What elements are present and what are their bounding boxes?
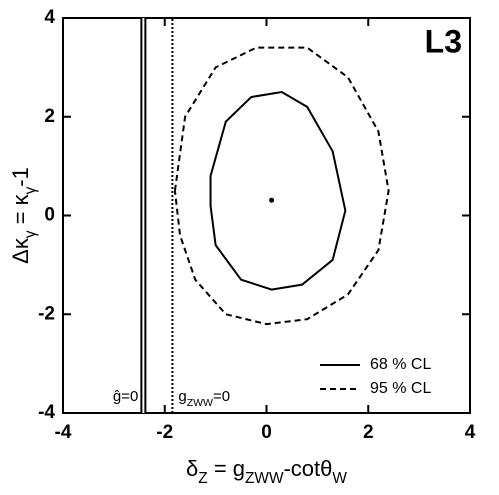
label-part: g [178, 388, 186, 405]
subscript: ZWW [245, 470, 284, 487]
label-part: -1 [8, 167, 33, 187]
label-part: Δκ [8, 237, 33, 264]
x-tick-label: 2 [363, 422, 374, 443]
chart-title: L3 [425, 23, 462, 59]
line-label: ĝ=0 [113, 388, 138, 405]
label-part: = κ [8, 193, 33, 230]
legend-label: 68 % CL [370, 356, 431, 373]
subscript: Z [198, 470, 207, 487]
label-part: -cotθ [283, 456, 332, 481]
subscript: ZWW [187, 397, 213, 409]
x-axis-label: δZ = gZWW-cotθW [186, 456, 347, 487]
contour [173, 46, 390, 326]
x-tick-label: 0 [261, 422, 272, 443]
contour [209, 91, 347, 291]
label-part: =0 [213, 388, 230, 405]
plot-frame [62, 17, 471, 414]
legend-label: 95 % CL [370, 380, 431, 397]
line-label: gZWW=0 [178, 388, 230, 409]
subscript: W [332, 470, 347, 487]
subscript: γ [22, 186, 39, 194]
center-point [269, 197, 275, 203]
y-tick-label: 0 [44, 205, 55, 226]
x-tick-label: -2 [156, 422, 173, 443]
y-axis-label: Δκγ = κγ-1 [8, 167, 39, 264]
y-tick-label: -2 [38, 303, 55, 324]
y-tick-label: -4 [38, 402, 55, 423]
label-part: δ [186, 456, 198, 481]
y-tick-label: 2 [44, 106, 55, 127]
x-tick-label: 4 [465, 422, 476, 443]
x-tick-label: -4 [55, 422, 72, 443]
label-part: ĝ=0 [113, 388, 138, 405]
y-tick-label: 4 [44, 7, 55, 28]
subscript: γ [22, 230, 39, 238]
label-part: = g [208, 456, 245, 481]
